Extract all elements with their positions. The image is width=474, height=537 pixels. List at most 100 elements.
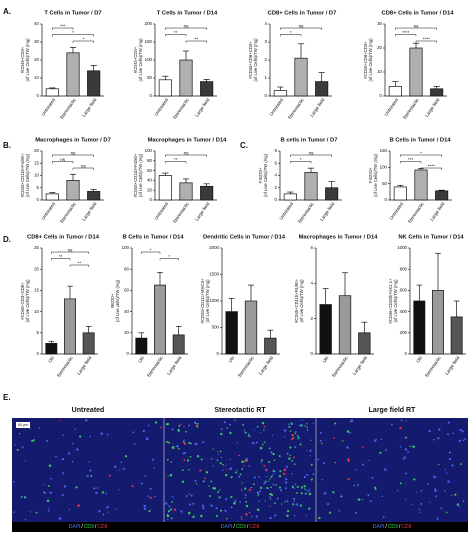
- significance-bracket: [165, 27, 207, 30]
- cell: [289, 430, 292, 432]
- cell: [169, 473, 173, 477]
- cell: [248, 488, 251, 492]
- significance-label: ***: [60, 23, 66, 28]
- y-tick-label: 500: [212, 325, 220, 330]
- cell: [271, 434, 274, 437]
- cell: [107, 511, 109, 513]
- cell: [20, 495, 23, 499]
- cell: [45, 439, 48, 442]
- cell: [379, 451, 382, 454]
- cell: [447, 480, 450, 483]
- cell: [306, 450, 308, 452]
- significance-label: *: [82, 36, 84, 41]
- y-tick-label: 4: [311, 280, 314, 285]
- cell: [245, 504, 249, 508]
- cell: [38, 427, 41, 429]
- cell: [256, 425, 259, 428]
- cell: [180, 423, 182, 426]
- cell: [283, 468, 287, 472]
- y-tick-label: 100: [145, 148, 153, 153]
- cell: [233, 501, 236, 505]
- cell: [222, 463, 224, 466]
- significance-bracket: [72, 167, 94, 170]
- cell: [35, 511, 38, 514]
- cell: [224, 509, 227, 512]
- cell: [201, 504, 205, 507]
- cell: [321, 478, 324, 481]
- cell: [361, 446, 364, 449]
- cell: [226, 468, 228, 471]
- y-axis-label: #CD45+CD49b+NK1.1+: [388, 278, 393, 324]
- scale-bar-label: 50 µm: [18, 423, 28, 427]
- cell: [310, 439, 312, 441]
- cell: [270, 486, 272, 489]
- y-axis-label: #CD45+CD11b+F4/80+: [294, 279, 299, 323]
- y-tick-label: 0: [37, 351, 40, 356]
- bar: [64, 298, 76, 355]
- cell: [354, 511, 357, 514]
- cell: [205, 471, 209, 474]
- cell: [428, 429, 431, 433]
- chart-title: T Cells in Tumor / D14: [157, 11, 218, 17]
- cell: [241, 468, 244, 470]
- cell: [285, 465, 288, 468]
- cell: [350, 420, 352, 423]
- bar: [409, 47, 423, 97]
- cell: [62, 472, 65, 475]
- cell: [418, 508, 421, 511]
- cell: [405, 482, 407, 485]
- cell: [420, 490, 423, 492]
- y-tick-label: 6: [275, 160, 278, 165]
- cell: [131, 485, 134, 488]
- y-tick-label: 0: [265, 93, 268, 98]
- cell: [145, 437, 149, 441]
- y-tick-label: 2000: [209, 245, 219, 250]
- bar: [319, 304, 332, 355]
- y-tick-label: 0: [275, 197, 278, 202]
- cell: [171, 428, 174, 431]
- y-tick-label: 2: [265, 57, 268, 62]
- micrograph: [12, 418, 468, 522]
- cell: [374, 486, 377, 489]
- cell: [375, 438, 378, 441]
- cell: [88, 461, 91, 463]
- cell: [190, 494, 193, 497]
- significance-bracket: [141, 251, 161, 254]
- cell: [210, 480, 213, 483]
- cell: [399, 426, 402, 430]
- y-axis-label: (of Live cells)/TW (mg): [115, 279, 120, 322]
- stain-legend: DAPI/CD3/CD8: [69, 524, 108, 530]
- y-axis-label: #CD45+CD3+: [20, 46, 25, 73]
- cell: [243, 465, 245, 467]
- cell: [178, 447, 180, 450]
- cell: [304, 492, 307, 495]
- cell: [245, 500, 248, 503]
- cell: [183, 442, 187, 445]
- bar: [66, 52, 80, 97]
- cell: [306, 423, 308, 425]
- cell: [269, 505, 271, 508]
- y-axis-label: #CD45+CD3+CD8+: [20, 282, 25, 320]
- cell: [407, 450, 410, 453]
- cell: [288, 457, 291, 460]
- cell: [285, 487, 288, 490]
- cell: [143, 507, 147, 511]
- cell: [215, 514, 218, 518]
- significance-label: ns: [184, 150, 190, 155]
- cell: [295, 492, 298, 494]
- cell: [217, 491, 220, 493]
- cell: [76, 448, 79, 451]
- cell: [259, 490, 261, 493]
- cell: [171, 495, 174, 498]
- cell: [334, 422, 337, 425]
- cell: [62, 434, 64, 437]
- cell: [405, 420, 407, 422]
- y-axis-label: #B220+: [110, 293, 115, 308]
- cell: [266, 486, 269, 489]
- cell: [268, 461, 271, 464]
- bar: [225, 311, 238, 355]
- bar: [244, 300, 258, 355]
- y-tick-label: 100: [380, 164, 388, 169]
- cell: [328, 511, 332, 514]
- y-axis-label: (of Live Cells)/TW (mg): [138, 153, 143, 197]
